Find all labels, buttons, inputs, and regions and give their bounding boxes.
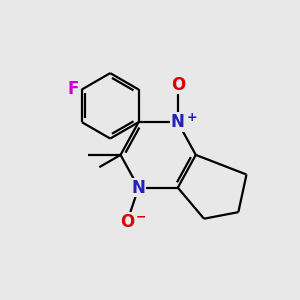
Text: +: + xyxy=(186,111,197,124)
Text: O: O xyxy=(120,213,134,231)
Text: −: − xyxy=(136,211,146,224)
Text: N: N xyxy=(132,178,145,196)
Text: N: N xyxy=(171,113,185,131)
Text: F: F xyxy=(68,80,79,98)
Text: O: O xyxy=(171,76,185,94)
